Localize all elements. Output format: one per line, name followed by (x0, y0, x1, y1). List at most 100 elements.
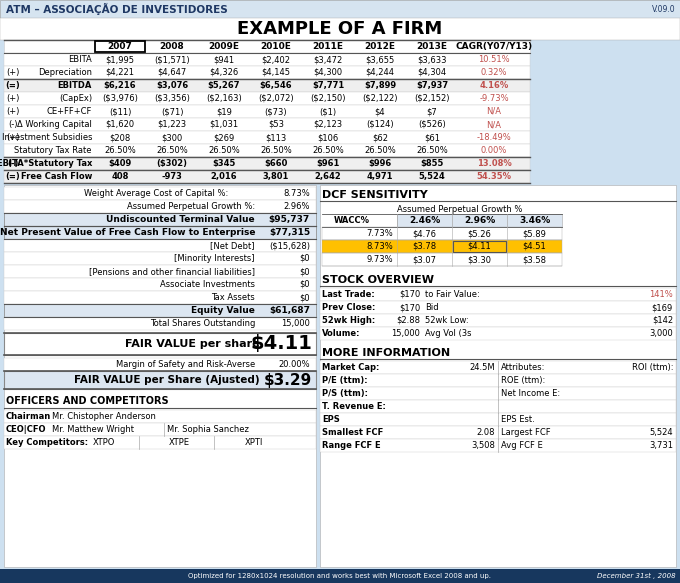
Bar (4, 304, 316, 317)
Bar (4, 105, 530, 118)
Text: $855: $855 (420, 159, 443, 168)
Bar (320, 400, 676, 413)
Text: Range FCF E: Range FCF E (322, 441, 381, 450)
Text: $95,737: $95,737 (269, 215, 310, 224)
Text: [Net Debt]: [Net Debt] (211, 241, 255, 250)
Text: ($2,163): ($2,163) (206, 94, 242, 103)
Text: ($3,976): ($3,976) (102, 94, 138, 103)
Text: 2.96%: 2.96% (284, 202, 310, 211)
Text: $2,123: $2,123 (313, 120, 343, 129)
Text: 2.08: 2.08 (477, 428, 495, 437)
Text: $0: $0 (299, 280, 310, 289)
Text: P/S (ttm):: P/S (ttm): (322, 389, 368, 398)
Text: Tax Assets: Tax Assets (211, 293, 255, 302)
Text: 4.16%: 4.16% (479, 81, 509, 90)
Text: 3,731: 3,731 (649, 441, 673, 450)
Bar (397, 214, 562, 227)
Text: $1,995: $1,995 (105, 55, 135, 64)
Text: Total Shares Outstanding: Total Shares Outstanding (150, 319, 255, 328)
Text: Chairman: Chairman (6, 412, 51, 421)
Text: 2,016: 2,016 (211, 172, 237, 181)
Text: 2.46%: 2.46% (409, 216, 440, 225)
Text: 2007: 2007 (107, 42, 133, 51)
Text: Depreciation: Depreciation (38, 68, 92, 77)
Text: $3.58: $3.58 (522, 255, 547, 264)
Text: CEO|CFO: CEO|CFO (6, 425, 46, 434)
Text: $0: $0 (299, 293, 310, 302)
Text: ($1): ($1) (320, 107, 337, 116)
Text: 10.51%: 10.51% (478, 55, 510, 64)
Text: 26.50%: 26.50% (208, 146, 240, 155)
Bar (4, 79, 530, 92)
Text: $2.88: $2.88 (396, 316, 420, 325)
Text: 141%: 141% (649, 290, 673, 299)
Text: $6,216: $6,216 (103, 81, 136, 90)
Text: 5,524: 5,524 (419, 172, 445, 181)
Text: V.09.0: V.09.0 (652, 5, 676, 13)
Text: $4,326: $4,326 (209, 68, 239, 77)
Text: Largest FCF: Largest FCF (501, 428, 551, 437)
Text: $4,221: $4,221 (105, 68, 135, 77)
Text: $3,633: $3,633 (418, 55, 447, 64)
Text: $3.29: $3.29 (264, 373, 312, 388)
Text: $0: $0 (299, 267, 310, 276)
Text: [Minority Interests]: [Minority Interests] (175, 254, 255, 263)
Text: 24.5M: 24.5M (469, 363, 495, 372)
Text: 8.73%: 8.73% (367, 242, 393, 251)
Text: ROI (ttm):: ROI (ttm): (632, 363, 673, 372)
Text: $1,031: $1,031 (209, 120, 239, 129)
Bar (320, 314, 676, 327)
Text: $5,267: $5,267 (208, 81, 240, 90)
Text: Mr. Matthew Wright: Mr. Matthew Wright (52, 425, 134, 434)
Text: $4.51: $4.51 (523, 242, 546, 251)
Bar (4, 436, 316, 449)
Text: 2.96%: 2.96% (464, 216, 495, 225)
Text: XTPO: XTPO (92, 438, 115, 447)
Text: STOCK OVERVIEW: STOCK OVERVIEW (322, 275, 434, 285)
Text: Market Cap:: Market Cap: (322, 363, 379, 372)
Bar (4, 118, 530, 131)
Bar (4, 213, 316, 226)
Text: 2012E: 2012E (364, 42, 396, 51)
Bar (4, 265, 316, 278)
Bar (320, 185, 676, 567)
Text: Undiscounted Terminal Value: Undiscounted Terminal Value (106, 215, 255, 224)
Text: 26.50%: 26.50% (364, 146, 396, 155)
Text: $961: $961 (316, 159, 340, 168)
Text: Net Present Value of Free Cash Flow to Enterprise: Net Present Value of Free Cash Flow to E… (0, 228, 255, 237)
Text: $53: $53 (268, 120, 284, 129)
Bar (4, 170, 530, 183)
Text: EXAMPLE OF A FIRM: EXAMPLE OF A FIRM (237, 20, 443, 38)
Text: (-): (-) (8, 120, 18, 129)
Text: XPTI: XPTI (245, 438, 263, 447)
Text: ROE (ttm):: ROE (ttm): (501, 376, 545, 385)
Text: Mr. Sophia Sanchez: Mr. Sophia Sanchez (167, 425, 249, 434)
Bar (4, 200, 316, 213)
Text: EBITA*Statutory Tax: EBITA*Statutory Tax (0, 159, 92, 168)
Bar (4, 66, 530, 79)
Text: T. Revenue E:: T. Revenue E: (322, 402, 386, 411)
Bar (320, 426, 676, 439)
Text: Associate Investments: Associate Investments (160, 280, 255, 289)
Text: 26.50%: 26.50% (156, 146, 188, 155)
Bar (0, 18, 680, 40)
Text: $4,304: $4,304 (418, 68, 447, 77)
Text: ($2,072): ($2,072) (258, 94, 294, 103)
Text: 0.00%: 0.00% (481, 146, 507, 155)
Text: $996: $996 (369, 159, 392, 168)
Text: ($3,356): ($3,356) (154, 94, 190, 103)
Text: ATM – ASSOCIAÇÃO DE INVESTIDORES: ATM – ASSOCIAÇÃO DE INVESTIDORES (6, 3, 228, 15)
Text: 54.35%: 54.35% (477, 172, 511, 181)
Text: Smallest FCF: Smallest FCF (322, 428, 384, 437)
Bar (4, 252, 316, 265)
Text: $3.78: $3.78 (413, 242, 437, 251)
Text: MORE INFORMATION: MORE INFORMATION (322, 348, 450, 358)
Text: 15,000: 15,000 (391, 329, 420, 338)
Text: ($124): ($124) (367, 120, 394, 129)
Bar (320, 439, 676, 452)
Text: $170: $170 (398, 290, 420, 299)
Text: Margin of Safety and Risk-Averse: Margin of Safety and Risk-Averse (116, 360, 255, 369)
Text: -18.49%: -18.49% (477, 133, 511, 142)
Text: $61,687: $61,687 (269, 306, 310, 315)
Text: ($526): ($526) (418, 120, 446, 129)
